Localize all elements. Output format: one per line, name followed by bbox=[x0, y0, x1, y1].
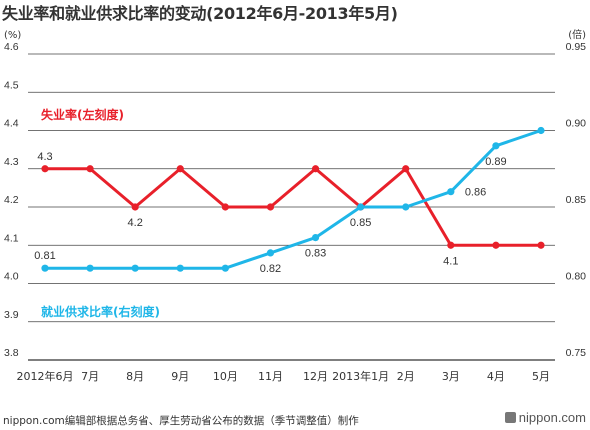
left-tick-label: 4.1 bbox=[4, 232, 19, 244]
data-point bbox=[537, 241, 545, 249]
left-tick-label: 4.0 bbox=[4, 271, 19, 283]
brand-text: nippon.com bbox=[518, 410, 586, 425]
data-point bbox=[266, 203, 275, 211]
series-layer bbox=[41, 126, 545, 272]
data-point bbox=[41, 165, 49, 173]
data-label: 4.1 bbox=[443, 255, 458, 267]
data-label: 4.3 bbox=[37, 151, 52, 163]
axes: 3.8 3.9 4.0 4.1 4.2 4.3 4.4 4.5 4.6 0.75 0.80 0.85 0… bbox=[4, 28, 586, 383]
data-labels: 4.3 4.2 4.1 0.81 0.82 0.83 0.85 0.86 0.89 失业率(左刻度… bbox=[34, 107, 506, 319]
left-tick-label: 3.8 bbox=[4, 347, 19, 359]
x-tick-label: 2013年1月 bbox=[332, 369, 389, 383]
legend-unemployment: 失业率(左刻度) bbox=[41, 107, 124, 122]
data-label: 0.82 bbox=[260, 263, 281, 275]
data-point bbox=[311, 234, 320, 242]
right-tick-label: 0.75 bbox=[566, 347, 587, 359]
chart-title: 失业率和就业供求比率的变动(2012年6月-2013年5月) bbox=[2, 4, 398, 23]
data-point bbox=[266, 249, 275, 257]
x-tick-label: 7月 bbox=[81, 370, 99, 383]
right-tick-label: 0.90 bbox=[566, 118, 587, 130]
right-axis-unit: (倍) bbox=[568, 28, 586, 41]
right-tick-label: 0.95 bbox=[566, 41, 587, 53]
data-point bbox=[447, 241, 455, 249]
x-tick-label: 5月 bbox=[532, 370, 550, 383]
x-tick-label: 8月 bbox=[126, 370, 144, 383]
data-point bbox=[311, 165, 320, 173]
brand-logo: nippon.com bbox=[504, 410, 586, 425]
data-point bbox=[447, 188, 455, 196]
x-tick-label: 3月 bbox=[442, 370, 460, 383]
x-tick-label: 12月 bbox=[303, 370, 328, 383]
x-tick-label: 11月 bbox=[258, 370, 283, 383]
x-tick-label: 9月 bbox=[171, 370, 189, 383]
data-point bbox=[492, 142, 500, 150]
data-point bbox=[537, 126, 545, 135]
right-tick-label: 0.85 bbox=[566, 194, 587, 206]
data-point bbox=[176, 165, 184, 173]
data-point bbox=[221, 264, 229, 272]
data-label: 0.86 bbox=[465, 187, 486, 199]
right-tick-label: 0.80 bbox=[566, 271, 587, 283]
left-axis-unit: (%) bbox=[4, 30, 21, 41]
data-point bbox=[86, 165, 94, 173]
left-tick-label: 4.4 bbox=[4, 118, 19, 130]
unemployment-line bbox=[43, 167, 543, 247]
x-tick-label: 10月 bbox=[213, 370, 238, 383]
data-point bbox=[41, 264, 49, 272]
left-tick-label: 4.6 bbox=[4, 41, 19, 53]
data-label: 4.2 bbox=[128, 217, 143, 229]
x-tick-label: 2月 bbox=[397, 370, 415, 383]
data-point bbox=[357, 203, 365, 211]
legend-job-ratio: 就业供求比率(右刻度) bbox=[41, 304, 160, 319]
data-label: 0.89 bbox=[485, 156, 506, 168]
left-tick-label: 3.9 bbox=[4, 309, 19, 321]
data-point bbox=[402, 203, 410, 211]
left-tick-label: 4.5 bbox=[4, 79, 19, 91]
data-point bbox=[176, 264, 184, 272]
data-label: 0.85 bbox=[350, 217, 371, 229]
data-label: 0.81 bbox=[34, 250, 55, 262]
data-label: 0.83 bbox=[305, 248, 326, 260]
source-note: nippon.com编辑部根据总务省、厚生劳动省公布的数据（季节调整值）制作 bbox=[3, 415, 359, 427]
x-tick-label: 4月 bbox=[487, 370, 505, 383]
left-tick-label: 4.3 bbox=[4, 156, 19, 168]
data-point bbox=[402, 165, 410, 173]
data-point bbox=[131, 203, 139, 211]
left-tick-label: 4.2 bbox=[4, 194, 19, 206]
data-point bbox=[492, 241, 500, 249]
job-ratio-line bbox=[43, 129, 543, 270]
x-tick-label: 2012年6月 bbox=[17, 369, 74, 383]
data-point bbox=[131, 264, 139, 272]
data-point bbox=[86, 264, 94, 272]
nippon-logo-icon bbox=[504, 412, 516, 423]
data-point bbox=[221, 203, 229, 211]
